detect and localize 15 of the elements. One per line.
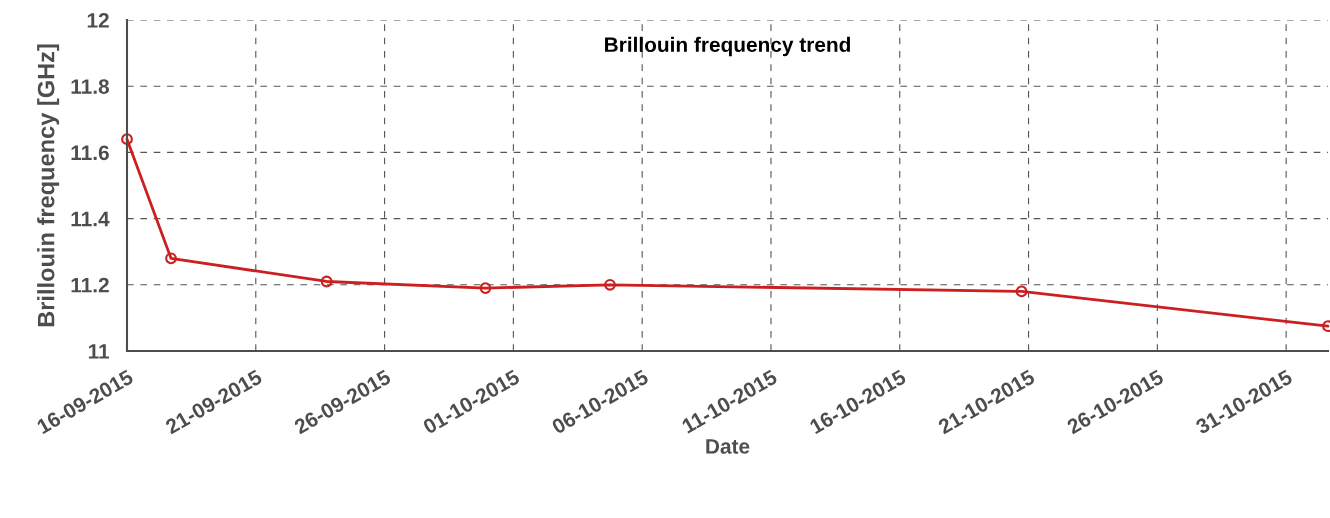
y-tick-label: 11.4 bbox=[71, 211, 110, 227]
y-tick-label: 11.2 bbox=[71, 277, 109, 293]
point bbox=[165, 252, 177, 265]
text: Brillouin frequency trend bbox=[605, 36, 850, 57]
y-tick-label: 11.6 bbox=[71, 145, 109, 161]
point bbox=[604, 278, 616, 291]
y-tick-label: 11 bbox=[88, 344, 110, 359]
point bbox=[479, 282, 492, 295]
point bbox=[320, 275, 333, 288]
y-axis-title: Brillouin frequency [GHz] bbox=[37, 44, 60, 327]
point bbox=[1015, 285, 1028, 298]
point bbox=[121, 133, 133, 146]
y-tick-label: 12 bbox=[87, 13, 109, 28]
x-axis-title: Date bbox=[706, 439, 750, 454]
y-tick-label: 11.8 bbox=[71, 79, 109, 94]
